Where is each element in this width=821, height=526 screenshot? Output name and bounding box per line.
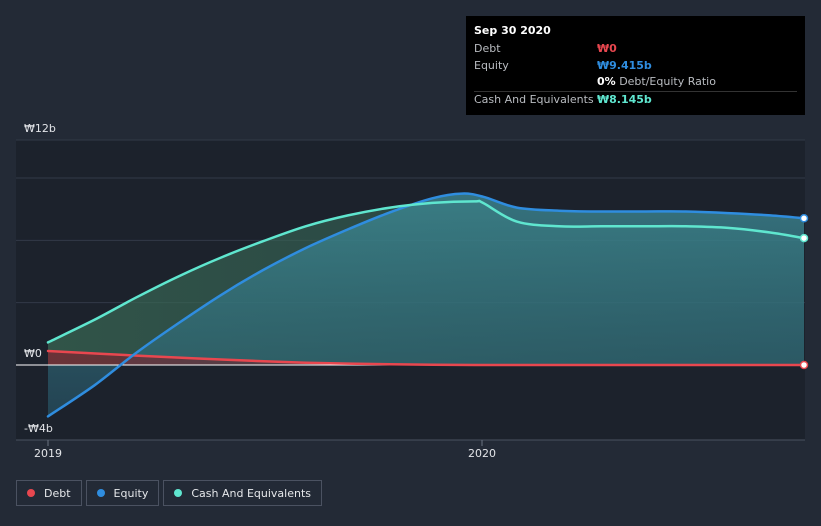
legend-dot-equity (96, 489, 105, 497)
legend-item-equity[interactable]: Equity (85, 480, 160, 506)
legend-label-debt: Debt (44, 486, 71, 500)
legend-label-cash: Cash And Equivalents (191, 486, 311, 500)
y-axis-ticks: ₩12b ₩0 -₩4b (24, 122, 56, 435)
marker-equity (799, 214, 809, 223)
line-equity (46, 192, 806, 418)
legend-dot-cash (174, 489, 183, 497)
legend-label-equity: Equity (113, 486, 149, 500)
tooltip-ratio-label: Debt/Equity Ratio (619, 75, 716, 88)
tooltip-debt-label: Debt (474, 42, 501, 55)
y-tick-label-1: ₩0 (24, 347, 42, 360)
area-debt (48, 351, 804, 366)
tooltip-ratio-spacer (474, 74, 597, 91)
tooltip-equity-label: Equity (474, 58, 509, 72)
tooltip-row-ratio: 0% Debt/Equity Ratio (474, 74, 797, 91)
tooltip-row-debt: Debt ₩0 (474, 41, 797, 58)
tooltip-debt-value: ₩0 (597, 42, 617, 55)
legend: Debt Equity Cash And Equivalents (16, 480, 326, 506)
marker-cash-and-equivalents (799, 233, 809, 243)
tooltip: Sep 30 2020 Debt ₩0 Equity ₩9.415b 0% De… (466, 16, 805, 115)
x-tick-label-1: 2020 (468, 447, 496, 460)
marker-debt (799, 360, 809, 370)
x-axis-ticks: 2019 2020 (34, 440, 496, 460)
line-debt (46, 349, 806, 367)
line-cash-and-equivalents (46, 199, 806, 344)
tooltip-cash-label: Cash And Equivalents (474, 92, 594, 106)
tooltip-ratio-value: 0% (597, 75, 616, 88)
tooltip-row-cash: Cash And Equivalents ₩8.145b (474, 90, 797, 109)
y-tick-label-0: ₩12b (24, 122, 56, 135)
tooltip-equity-value: ₩9.415b (597, 58, 652, 72)
series-end-markers (799, 214, 809, 370)
legend-item-cash[interactable]: Cash And Equivalents (163, 480, 322, 506)
tooltip-date: Sep 30 2020 (474, 24, 551, 37)
x-tick-label-0: 2019 (34, 447, 62, 460)
legend-item-debt[interactable]: Debt (16, 480, 82, 506)
y-tick-label-2: -₩4b (24, 422, 53, 435)
tooltip-ratio: 0% Debt/Equity Ratio (597, 74, 716, 91)
legend-dot-debt (27, 489, 35, 497)
series-lines (46, 192, 806, 418)
tooltip-row-equity: Equity ₩9.415b (474, 58, 797, 75)
tooltip-cash-value: ₩8.145b (597, 92, 652, 106)
